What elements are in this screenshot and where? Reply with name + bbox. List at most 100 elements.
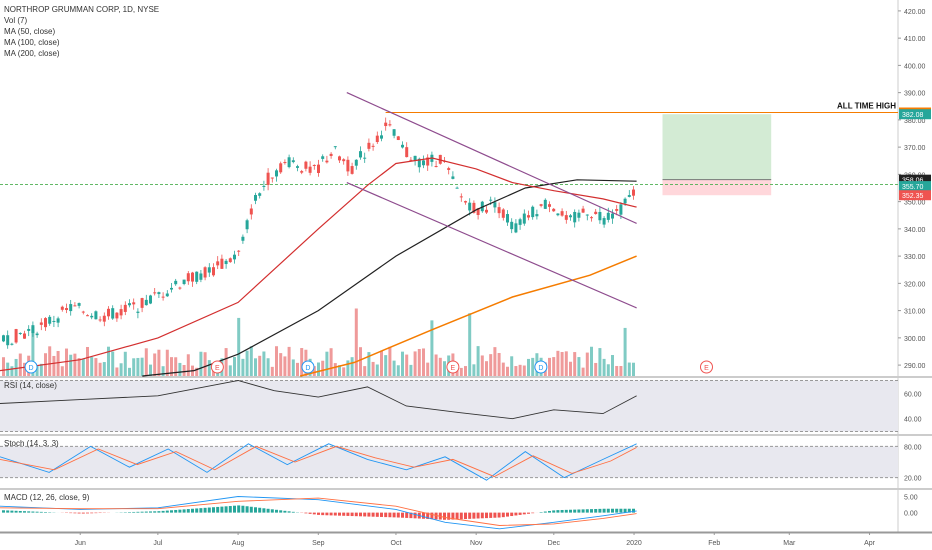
volume-bar [39, 363, 43, 376]
macd-histogram-bar [451, 512, 455, 520]
candle-body [249, 208, 253, 215]
legend-ma50: MA (50, close) [4, 27, 56, 36]
volume-bar [161, 366, 165, 376]
candle-body [514, 223, 518, 233]
event-marker-label: D [538, 365, 543, 372]
macd-histogram-bar [245, 506, 249, 513]
price-label-box [899, 109, 931, 120]
macd-histogram-bar [39, 511, 43, 513]
candle-body [6, 335, 10, 346]
macd-histogram-bar [304, 512, 308, 514]
time-tick-label: Feb [708, 540, 720, 547]
macd-histogram-bar [161, 510, 165, 513]
volume-bar [317, 362, 320, 376]
time-tick-label: Aug [232, 540, 245, 547]
candle-body [329, 153, 333, 156]
candle-body [224, 260, 228, 265]
volume-bar [56, 350, 60, 376]
macd-histogram-bar [392, 512, 396, 518]
volume-bar [18, 353, 22, 376]
candle-body [98, 319, 102, 321]
macd-histogram-bar [602, 508, 606, 513]
candle-body [27, 328, 31, 331]
candle-body [577, 212, 581, 218]
volume-bar [98, 362, 102, 376]
volume-bar [153, 353, 157, 376]
candle-body [459, 196, 463, 198]
macd-histogram-bar [354, 512, 358, 517]
rsi-title: RSI (14, close) [4, 381, 57, 390]
candle-body [468, 202, 472, 211]
macd-histogram-bar [539, 512, 543, 513]
price-tick-label: 390.00 [904, 91, 926, 98]
price-tick-label: 320.00 [904, 281, 926, 288]
candle-body [65, 308, 68, 311]
volume-bar [497, 353, 501, 376]
price-label: 355.70 [902, 184, 924, 191]
macd-histogram-bar [556, 510, 560, 513]
candle-body [119, 309, 123, 316]
legend-volume: Vol (7) [4, 16, 28, 25]
candle-body [123, 304, 127, 312]
time-tick-label: Oct [391, 540, 402, 547]
candle-body [619, 204, 623, 215]
volume-bar [577, 357, 581, 376]
candle-body [518, 219, 522, 225]
volume-bar [430, 320, 434, 376]
macd-histogram-bar [27, 511, 31, 513]
volume-bar [632, 362, 635, 376]
candle-body [283, 162, 287, 164]
candle-body [434, 166, 438, 168]
macd-histogram-bar [149, 511, 152, 513]
candle-body [94, 311, 98, 320]
candle-body [275, 170, 278, 177]
candle-body [102, 315, 106, 322]
event-marker [24, 360, 38, 374]
event-marker [534, 360, 548, 374]
candle-body [216, 261, 220, 266]
macd-histogram-bar [31, 511, 35, 513]
macd-histogram-bar [606, 508, 610, 513]
candle-body [170, 287, 173, 290]
candle-body [354, 159, 358, 166]
time-tick-label: Jun [75, 540, 86, 547]
candle-body [405, 147, 409, 158]
candle-body [346, 159, 350, 172]
candle-body [237, 250, 241, 252]
candle-body [388, 124, 392, 126]
macd-histogram-bar [384, 512, 388, 518]
price-label-box [899, 174, 931, 185]
event-marker-label: E [451, 365, 456, 372]
macd-histogram-bar [165, 510, 169, 513]
candle-body [203, 267, 207, 278]
candle-body [48, 316, 52, 324]
volume-bar [115, 367, 119, 376]
volume-bar [329, 348, 333, 376]
macd-histogram-bar [560, 509, 564, 513]
price-label-box [899, 190, 931, 201]
macd-histogram-bar [443, 512, 446, 520]
candle-body [157, 292, 161, 295]
volume-bar [300, 348, 304, 376]
macd-histogram-bar [308, 512, 312, 514]
volume-bar [506, 366, 509, 376]
price-tick-label: 370.00 [904, 145, 926, 152]
macd-histogram-bar [489, 512, 493, 518]
macd-histogram-bar [573, 509, 577, 513]
candle-body [228, 258, 232, 263]
macd-histogram-bar [388, 512, 392, 518]
candle-body [409, 159, 413, 161]
macd-histogram-bar [359, 512, 362, 517]
volume-bar [354, 308, 358, 376]
macd-histogram-bar [468, 512, 472, 519]
macd-histogram-bar [182, 509, 186, 513]
volume-bar [455, 367, 459, 376]
volume-bar [48, 346, 52, 376]
macd-histogram-bar [611, 508, 614, 513]
macd-histogram-bar [6, 510, 10, 513]
volume-bar [254, 358, 257, 376]
volume-bar [174, 357, 178, 376]
candle-body [623, 198, 627, 204]
macd-histogram-bar [464, 512, 467, 520]
